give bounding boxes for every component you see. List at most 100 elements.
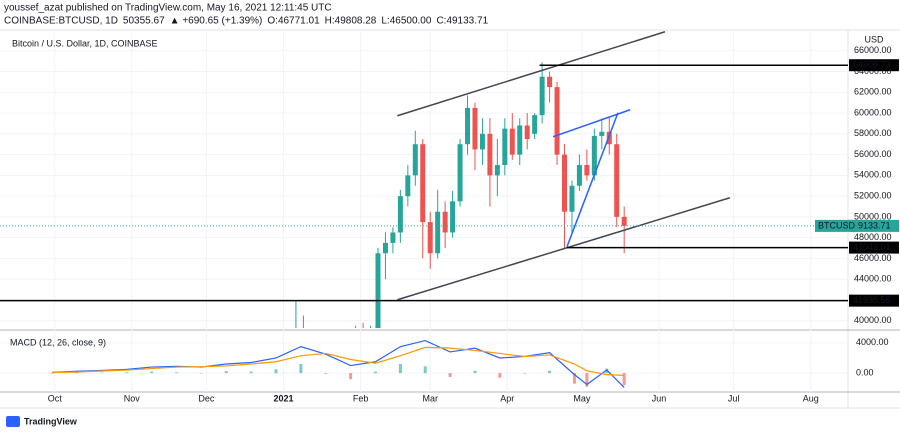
chart-title: Bitcoin / U.S. Dollar, 1D, COINBASE: [12, 38, 158, 48]
level-label: 47043.01: [853, 242, 891, 252]
candle-body: [479, 133, 485, 150]
candle-body: [375, 253, 381, 328]
currency-unit: USD: [864, 34, 884, 44]
histogram-bar: [50, 372, 54, 374]
y-tick-label: 60000.00: [854, 107, 892, 117]
y-tick-label: 52000.00: [854, 191, 892, 201]
histogram-bar: [175, 372, 179, 374]
candle-body: [442, 211, 448, 233]
symbol-line: COINBASE:BTCUSD, 1D 50355.67 ▲ +690.65 (+1…: [4, 16, 489, 27]
logo: [6, 416, 20, 427]
y-tick-label: 58000.00: [854, 128, 892, 138]
trendline: [552, 109, 631, 138]
candle-body: [532, 115, 538, 134]
candle-body: [591, 135, 597, 176]
macd-line: [52, 346, 625, 376]
last-price-label: 49133.71: [853, 220, 891, 230]
macd-title: MACD (12, 26, close, 9): [10, 337, 106, 347]
histogram-bar: [224, 371, 228, 374]
candle-body: [405, 175, 411, 197]
x-tick-label: Feb: [353, 393, 369, 403]
candle-body: [599, 131, 605, 136]
candle-body: [539, 76, 545, 116]
y-tick-label: 4000.00: [856, 337, 889, 347]
candle-body: [562, 154, 568, 212]
candle-body: [465, 107, 471, 145]
histogram-bar: [100, 372, 104, 374]
histogram-bar: [622, 373, 626, 386]
trendline: [566, 112, 619, 247]
x-tick-label: Aug: [803, 393, 819, 403]
candle-body: [547, 76, 553, 88]
candle-body: [420, 144, 426, 223]
ohlc-value: 49133.71: [446, 16, 488, 27]
histogram-bar: [423, 366, 427, 374]
candle-body: [576, 164, 582, 186]
ohlc-label: H:: [325, 16, 335, 27]
y-tick-label: 44000.00: [854, 274, 892, 284]
histogram-bar: [473, 370, 477, 374]
histogram-bar: [75, 372, 79, 374]
symbol-badge: [815, 219, 859, 232]
symbol: COINBASE:BTCUSD, 1D: [4, 16, 118, 27]
level-label: 41935.55: [853, 295, 891, 305]
symbol-badge-label: BTCUSD: [818, 220, 856, 230]
candle-body: [397, 196, 403, 233]
histogram-bar: [150, 371, 154, 374]
histogram-bar: [199, 373, 203, 374]
change: ▲ +690.65 (+1.39%): [170, 16, 263, 27]
y-tick-label: 66000.00: [854, 45, 892, 55]
histogram-bar: [548, 370, 552, 374]
candle-body: [584, 164, 590, 176]
candle-body: [502, 128, 508, 165]
y-tick-label: 46000.00: [854, 253, 892, 263]
x-tick-label: Apr: [500, 393, 514, 403]
candle-body: [614, 144, 620, 217]
ohlc-value: 46771.01: [278, 16, 320, 27]
histogram-bar: [349, 373, 353, 380]
histogram-bar: [125, 372, 129, 374]
candle-body: [390, 232, 396, 243]
candle-body: [606, 131, 612, 145]
ohlc-label: O:: [267, 16, 278, 27]
y-tick-label: 56000.00: [854, 149, 892, 159]
candle-body: [472, 107, 478, 150]
last-price-badge: [849, 219, 899, 232]
ohlc-value: 46500.00: [390, 16, 432, 27]
candle-body: [412, 144, 418, 176]
level-label: 64608.73: [853, 60, 891, 70]
histogram-bar: [299, 364, 303, 374]
y-tick-label: 0.00: [856, 367, 874, 377]
histogram-bar: [585, 373, 589, 387]
candle-body: [524, 125, 530, 140]
candle-body: [569, 185, 575, 212]
candle-body: [494, 164, 500, 176]
histogram-bar: [523, 373, 527, 374]
histogram-bar: [398, 364, 402, 374]
x-tick-label: Nov: [124, 393, 141, 403]
x-tick-label: 2021: [273, 393, 293, 403]
candle-body: [554, 87, 560, 155]
y-tick-label: 48000.00: [854, 232, 892, 242]
histogram-bar: [448, 373, 452, 377]
trendline: [397, 197, 731, 301]
price: 50355.67: [123, 16, 165, 27]
candle-body: [487, 133, 493, 176]
y-tick-label: 54000.00: [854, 170, 892, 180]
y-tick-label: 40000.00: [854, 315, 892, 325]
histogram-bar: [274, 369, 278, 374]
x-tick-label: Jul: [728, 393, 740, 403]
trendline: [397, 31, 666, 117]
candle-body: [427, 222, 433, 254]
level-badge: [849, 294, 899, 307]
candle-body: [450, 201, 456, 233]
histogram-bar: [324, 373, 328, 374]
x-tick-label: Mar: [422, 393, 438, 403]
histogram-bar: [498, 373, 502, 378]
level-badge: [849, 59, 899, 72]
ohlc-label: L:: [381, 16, 389, 27]
candle-body: [621, 216, 627, 226]
x-tick-label: Oct: [48, 393, 63, 403]
